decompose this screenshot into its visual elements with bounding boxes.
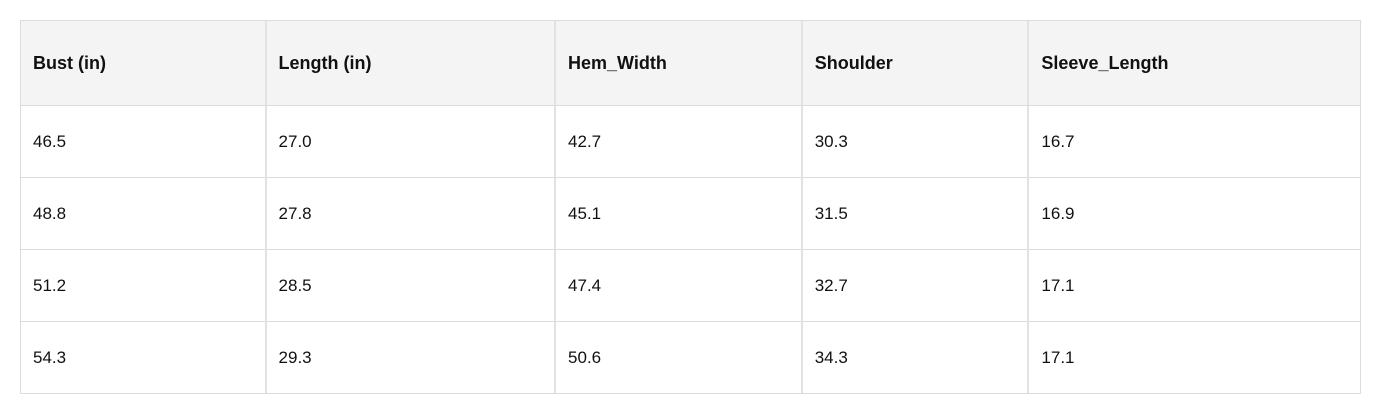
table-cell: 47.4 <box>556 250 803 322</box>
header-cell: Hem_Width <box>556 21 803 106</box>
table-cell: 42.7 <box>556 106 803 178</box>
table-cell: 16.7 <box>1029 106 1360 178</box>
table-cell: 54.3 <box>21 322 267 393</box>
table-row: 46.5 27.0 42.7 30.3 16.7 <box>21 106 1360 178</box>
table-cell: 46.5 <box>21 106 267 178</box>
table-cell: 17.1 <box>1041 347 1075 367</box>
header-cell: Sleeve_Length <box>1029 21 1360 106</box>
header-cell: Shoulder <box>802 21 1030 106</box>
table-cell: 27.8 <box>266 178 557 250</box>
table-row: 48.8 27.8 45.1 31.5 16.9 <box>21 178 1360 250</box>
header-cell: Bust (in) <box>21 21 267 106</box>
table-body: 46.5 27.0 42.7 30.3 16.7 48.8 27.8 45.1 31.5 16.9… <box>21 106 1360 393</box>
table-cell: 27.0 <box>266 106 557 178</box>
header-cell: Length (in) <box>266 21 557 106</box>
table-header: Bust (in) Length (in) Hem_Width Shoulder Sle… <box>21 21 1360 106</box>
table-cell: 29.3 <box>267 322 557 393</box>
table-cell: 45.1 <box>556 178 803 250</box>
table-cell: 16.9 <box>1029 178 1360 250</box>
table-cell: 51.2 <box>21 250 267 322</box>
table-cell: 50.6 <box>556 322 803 393</box>
table-cell: 30.3 <box>802 106 1030 178</box>
table-cell: 32.7 <box>802 250 1030 322</box>
table-cell: 17.1 <box>1029 250 1360 322</box>
table-cell: 34.3 <box>803 322 1030 393</box>
header-row: Bust (in) Length (in) Hem_Width Shoulder Sle… <box>21 21 1360 106</box>
table-row: 54.3 29.3 50.6 34.3 17.1 <box>21 322 1360 393</box>
size-table: Bust (in) Length (in) Hem_Width Shoulder Sle… <box>20 20 1361 394</box>
table-cell: 31.5 <box>802 178 1030 250</box>
table-row: 51.2 28.5 47.4 32.7 17.1 <box>21 250 1360 322</box>
table-cell: 48.8 <box>21 178 267 250</box>
table-cell: 28.5 <box>266 250 557 322</box>
